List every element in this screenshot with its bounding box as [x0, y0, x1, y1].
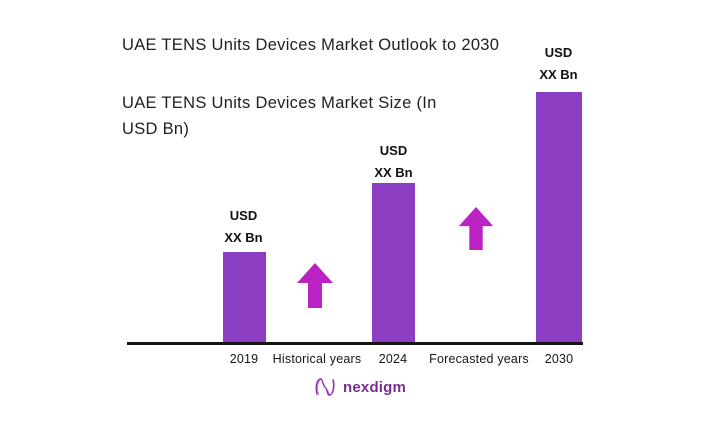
- chart-title: UAE TENS Units Devices Market Outlook to…: [122, 36, 500, 54]
- brand-name: nexdigm: [343, 378, 407, 396]
- bar-value-label-2024: USD XX Bn: [353, 140, 434, 184]
- bar-value-line2: XX Bn: [374, 165, 413, 180]
- x-axis-annotation-forecasted: Forecasted years: [429, 352, 529, 366]
- bar-2019: [223, 252, 266, 342]
- bar-value-label-2019: USD XX Bn: [203, 205, 284, 249]
- bar-value-line1: USD: [379, 143, 408, 158]
- bar-2024: [372, 183, 415, 342]
- bar-value-label-2030: USD XX Bn: [518, 42, 599, 86]
- nexdigm-n-mark-icon: [315, 378, 335, 396]
- chart-subtitle: UAE TENS Units Devices Market Size (In U…: [122, 94, 437, 138]
- brand-logo: nexdigm: [313, 374, 406, 400]
- x-axis-label-2024: 2024: [378, 352, 408, 366]
- x-axis-label-2019: 2019: [229, 352, 259, 366]
- bar-value-line1: USD: [544, 45, 573, 60]
- bar-value-line1: USD: [229, 208, 258, 223]
- growth-up-arrow-icon: [297, 263, 333, 308]
- x-axis-label-2030: 2030: [544, 352, 574, 366]
- x-axis-line: [127, 342, 583, 345]
- bar-value-line2: XX Bn: [539, 67, 578, 82]
- bar-value-line2: XX Bn: [224, 230, 263, 245]
- x-axis-annotation-historical: Historical years: [272, 352, 362, 366]
- bar-2030: [536, 92, 582, 342]
- growth-up-arrow-icon: [458, 207, 494, 250]
